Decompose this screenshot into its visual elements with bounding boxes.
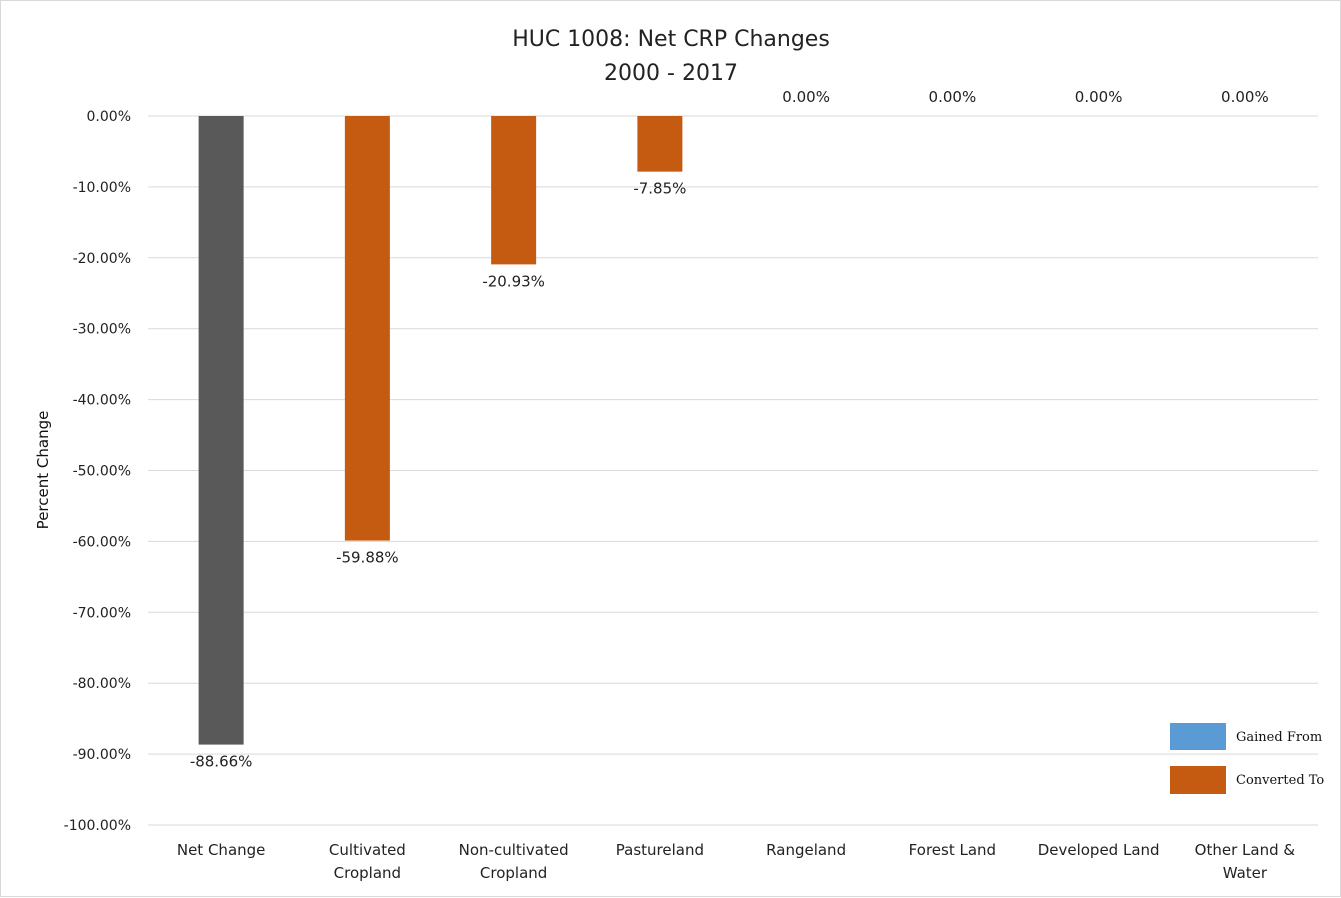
- data-label: -59.88%: [336, 549, 399, 567]
- chart-subtitle: 2000 - 2017: [604, 61, 738, 86]
- category-labels: Net Change Cultivated Cropland Non-cultivat…: [177, 841, 1296, 882]
- y-tick-label: -100.00%: [64, 818, 131, 834]
- data-label: -7.85%: [633, 180, 686, 198]
- bar: [637, 116, 683, 172]
- legend-label-converted-to: Converted To: [1236, 773, 1324, 788]
- data-label: 0.00%: [1221, 88, 1269, 106]
- legend: Gained From Converted To: [1170, 723, 1324, 794]
- category-label: Cropland: [480, 864, 547, 882]
- data-label: -20.93%: [482, 272, 545, 290]
- legend-swatch-gained-from: [1170, 723, 1226, 750]
- category-label: Forest Land: [909, 841, 996, 859]
- y-tick-label: -10.00%: [73, 180, 131, 196]
- category-label: Cropland: [334, 864, 401, 882]
- y-axis-title: Percent Change: [34, 411, 52, 530]
- y-tick-label: -80.00%: [73, 676, 131, 692]
- data-label: -88.66%: [190, 753, 253, 771]
- y-tick-label: -70.00%: [73, 605, 131, 621]
- bar: [344, 116, 390, 541]
- y-tick-label: -60.00%: [73, 534, 131, 550]
- category-label: Net Change: [177, 841, 266, 859]
- legend-label-gained-from: Gained From: [1236, 730, 1322, 745]
- category-label: Cultivated: [329, 841, 406, 859]
- bars: [198, 116, 683, 745]
- category-label: Rangeland: [766, 841, 846, 859]
- y-axis-ticks: 0.00% -10.00% -20.00% -30.00% -40.00% -50.00%…: [64, 109, 131, 834]
- category-label: Water: [1223, 864, 1268, 882]
- y-tick-label: -50.00%: [73, 464, 131, 480]
- y-tick-label: 0.00%: [87, 109, 131, 125]
- legend-swatch-converted-to: [1170, 766, 1226, 794]
- data-label: 0.00%: [782, 88, 830, 106]
- category-label: Pastureland: [616, 841, 704, 859]
- category-label: Other Land &: [1195, 841, 1296, 859]
- category-label: Developed Land: [1038, 841, 1160, 859]
- data-label: 0.00%: [1075, 88, 1123, 106]
- bar: [198, 116, 244, 745]
- bar: [491, 116, 537, 265]
- data-labels: -88.66% -59.88% -20.93% -7.85% 0.00% 0.00% 0.0…: [190, 88, 1269, 771]
- chart-title: HUC 1008: Net CRP Changes: [512, 27, 830, 52]
- y-tick-label: -30.00%: [73, 322, 131, 338]
- data-label: 0.00%: [929, 88, 977, 106]
- y-tick-label: -20.00%: [73, 251, 131, 267]
- gridlines: [148, 115, 1318, 826]
- y-tick-label: -90.00%: [73, 747, 131, 763]
- category-label: Non-cultivated: [459, 841, 569, 859]
- y-tick-label: -40.00%: [73, 393, 131, 409]
